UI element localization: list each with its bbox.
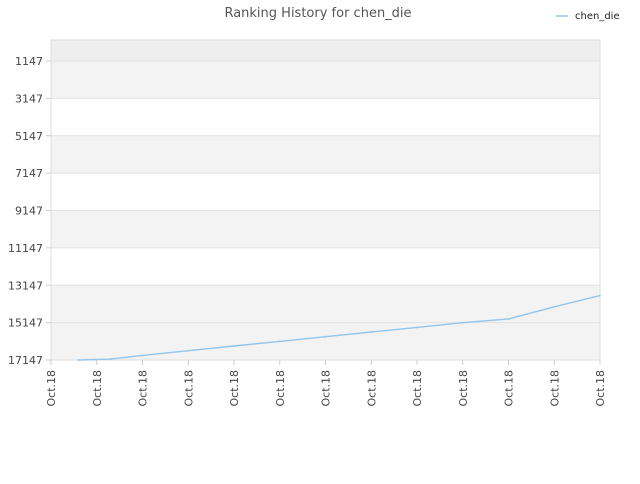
data-point-10	[507, 318, 510, 320]
y-tick-label-7: 15147	[8, 317, 43, 330]
y-tick-label-2: 5147	[15, 130, 43, 143]
data-point-3	[187, 349, 190, 352]
data-point-11	[553, 305, 556, 308]
x-tick-label-12: Oct.18	[594, 370, 607, 407]
x-tick-label-9: Oct.18	[457, 370, 470, 407]
data-point-1	[109, 358, 112, 361]
data-point-2	[141, 354, 144, 357]
band-6	[51, 285, 600, 323]
data-point-9	[461, 321, 464, 324]
band-7	[51, 322, 600, 360]
data-point-5	[278, 340, 281, 343]
x-tick-label-11: Oct.18	[548, 370, 561, 407]
band-top	[51, 40, 600, 61]
x-tick-label-6: Oct.18	[320, 370, 333, 407]
x-tick-label-2: Oct.18	[137, 370, 150, 407]
legend-label-chen-die: chen_die	[575, 11, 620, 22]
y-tick-label-5: 11147	[8, 242, 43, 255]
band-5	[51, 247, 600, 286]
band-1	[51, 98, 600, 136]
band-3	[51, 173, 600, 211]
band-2	[51, 135, 600, 174]
data-point-6	[324, 335, 327, 338]
data-point-0	[77, 359, 80, 361]
background-bands	[51, 40, 600, 360]
x-tick-label-3: Oct.18	[182, 370, 195, 407]
y-tick-label-0: 1147	[15, 55, 43, 68]
y-tick-label-1: 3147	[15, 92, 43, 105]
data-point-12	[599, 294, 601, 297]
x-tick-label-1: Oct.18	[91, 370, 104, 407]
y-tick-label-8: 17147	[8, 354, 43, 367]
x-tick-label-7: Oct.18	[365, 370, 378, 407]
legend: chen_die	[556, 11, 620, 22]
series-layer	[77, 294, 601, 361]
axes: 1147 3147 5147 7147 9147 11147 13147 15147 17147…	[8, 39, 607, 407]
band-0	[51, 61, 600, 99]
x-tick-label-5: Oct.18	[274, 370, 287, 407]
data-point-8	[416, 326, 418, 329]
y-tick-label-4: 9147	[15, 205, 43, 218]
x-tick-label-10: Oct.18	[503, 370, 516, 407]
y-tick-label-3: 7147	[15, 167, 43, 180]
x-tick-label-4: Oct.18	[228, 370, 241, 407]
band-4	[51, 210, 600, 248]
x-tick-label-8: Oct.18	[411, 370, 424, 407]
data-point-4	[233, 345, 235, 347]
chart-title: Ranking History for chen_die	[224, 6, 411, 21]
x-tick-label-0: Oct.18	[45, 370, 58, 407]
data-point-7	[370, 331, 373, 333]
y-tick-label-6: 13147	[8, 279, 43, 292]
